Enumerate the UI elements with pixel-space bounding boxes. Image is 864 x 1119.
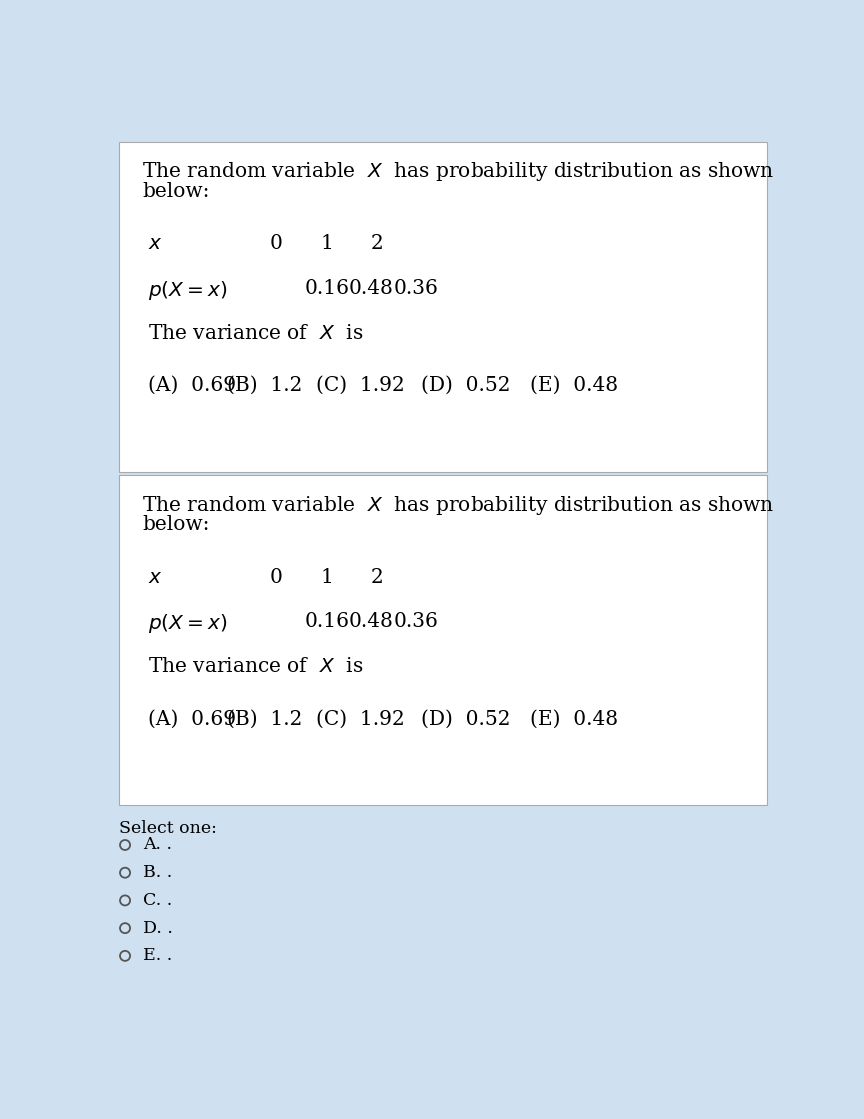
FancyBboxPatch shape xyxy=(119,476,766,805)
Text: 2: 2 xyxy=(371,567,384,586)
Text: $x$: $x$ xyxy=(149,567,163,586)
Circle shape xyxy=(120,840,130,850)
Text: The variance of  $X$  is: The variance of $X$ is xyxy=(149,657,364,676)
Text: (B)  1.2: (B) 1.2 xyxy=(227,376,302,395)
Text: (B)  1.2: (B) 1.2 xyxy=(227,709,302,728)
Text: E. .: E. . xyxy=(143,948,172,965)
Circle shape xyxy=(120,923,130,933)
Text: (C)  1.92: (C) 1.92 xyxy=(316,709,405,728)
Text: (C)  1.92: (C) 1.92 xyxy=(316,376,405,395)
Text: 0: 0 xyxy=(270,567,283,586)
Text: $p(X = x)$: $p(X = x)$ xyxy=(149,279,227,302)
Text: $x$: $x$ xyxy=(149,234,163,253)
Circle shape xyxy=(120,895,130,905)
Text: below:: below: xyxy=(142,182,210,201)
Text: C. .: C. . xyxy=(143,892,172,909)
Text: D. .: D. . xyxy=(143,920,173,937)
Text: 0.16: 0.16 xyxy=(305,279,350,298)
Text: Select one:: Select one: xyxy=(119,819,217,837)
Text: below:: below: xyxy=(142,516,210,535)
Text: A. .: A. . xyxy=(143,837,172,854)
FancyBboxPatch shape xyxy=(119,142,766,471)
Text: The variance of  $X$  is: The variance of $X$ is xyxy=(149,323,364,342)
Text: 2: 2 xyxy=(371,234,384,253)
Text: 0.48: 0.48 xyxy=(349,279,394,298)
Text: (D)  0.52: (D) 0.52 xyxy=(421,376,511,395)
Text: The random variable  $X$  has probability distribution as shown: The random variable $X$ has probability … xyxy=(142,493,775,517)
Text: The random variable  $X$  has probability distribution as shown: The random variable $X$ has probability … xyxy=(142,160,775,184)
Text: 0: 0 xyxy=(270,234,283,253)
Text: $p(X = x)$: $p(X = x)$ xyxy=(149,612,227,636)
Text: (A)  0.69: (A) 0.69 xyxy=(149,376,237,395)
Text: 0.16: 0.16 xyxy=(305,612,350,631)
Text: (E)  0.48: (E) 0.48 xyxy=(530,376,618,395)
Text: 0.36: 0.36 xyxy=(393,612,438,631)
Circle shape xyxy=(120,867,130,877)
Text: (A)  0.69: (A) 0.69 xyxy=(149,709,237,728)
Text: B. .: B. . xyxy=(143,864,172,881)
Text: 1: 1 xyxy=(321,567,334,586)
Text: 1: 1 xyxy=(321,234,334,253)
Text: 0.48: 0.48 xyxy=(349,612,394,631)
Text: (E)  0.48: (E) 0.48 xyxy=(530,709,618,728)
Circle shape xyxy=(120,951,130,961)
Text: (D)  0.52: (D) 0.52 xyxy=(421,709,511,728)
Text: 0.36: 0.36 xyxy=(393,279,438,298)
